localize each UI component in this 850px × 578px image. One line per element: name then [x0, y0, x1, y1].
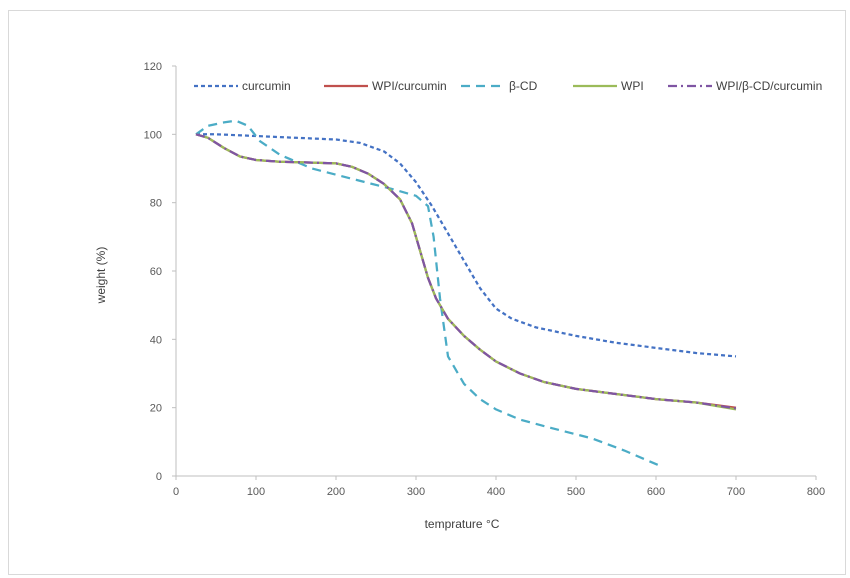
series-line-3: [195, 119, 661, 467]
x-tick-label: 700: [727, 486, 745, 498]
y-tick-label: 80: [150, 198, 162, 210]
x-tick-label: 100: [247, 486, 265, 498]
series-line-2: [195, 133, 737, 409]
y-tick-label: 120: [144, 61, 162, 73]
y-tick-label: 60: [150, 266, 162, 278]
x-tick-label: 800: [807, 486, 825, 498]
legend: curcumin WPI/curcumin β-CD WPI WPI/β-CD/curc…: [194, 79, 822, 93]
x-axis-title: temprature °C: [425, 517, 500, 531]
x-tick-label: 300: [407, 486, 425, 498]
legend-label-3: β-CD: [509, 79, 538, 93]
x-tick-label: 500: [567, 486, 585, 498]
legend-label-1: curcumin: [242, 79, 291, 93]
x-tick-label: 600: [647, 486, 665, 498]
chart: 0 100 200 300 400 500 600 700 800 0 20 40 60 80 100 120…: [94, 61, 826, 531]
y-tick-label: 40: [150, 334, 162, 346]
series-line-5: [195, 133, 737, 410]
x-tick-label: 0: [173, 486, 179, 498]
y-tick-label: 0: [156, 471, 162, 483]
series-line-4: [195, 133, 737, 411]
legend-label-2: WPI/curcumin: [372, 79, 447, 93]
y-tick-label: 20: [150, 403, 162, 415]
legend-label-5: WPI/β-CD/curcumin: [716, 79, 822, 93]
chart-frame: 0 100 200 300 400 500 600 700 800 0 20 40 60 80 100 120…: [8, 10, 846, 575]
legend-label-4: WPI: [621, 79, 644, 93]
x-tick-label: 400: [487, 486, 505, 498]
y-axis-title: weight (%): [94, 247, 108, 305]
y-tick-label: 100: [144, 129, 162, 141]
x-tick-label: 200: [327, 486, 345, 498]
series-lines: [195, 119, 737, 467]
axes: 0 100 200 300 400 500 600 700 800 0 20 40 60 80 100 120: [144, 61, 826, 498]
series-line-1: [196, 133, 737, 358]
